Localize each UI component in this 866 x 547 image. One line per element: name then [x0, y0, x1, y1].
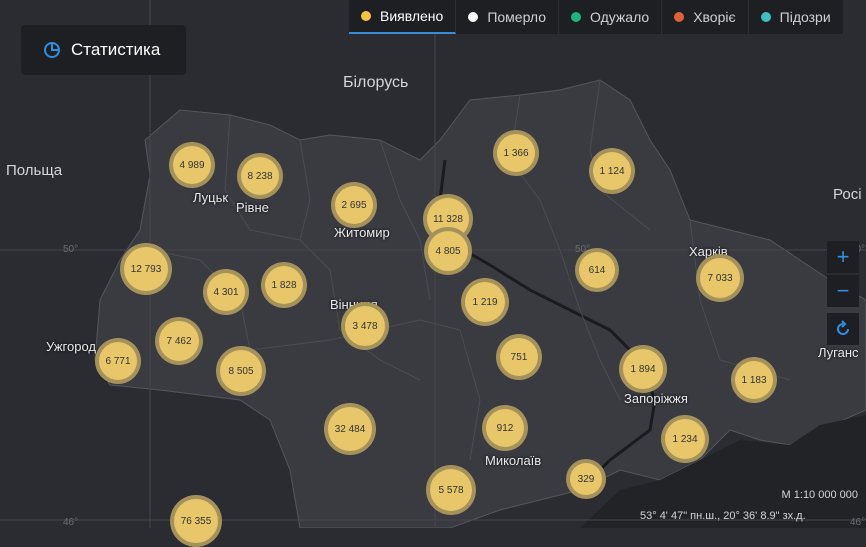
- case-cluster-marker[interactable]: 1 234: [661, 415, 709, 463]
- case-count: 1 183: [741, 374, 767, 386]
- case-cluster-marker[interactable]: 751: [496, 334, 542, 380]
- case-cluster-marker[interactable]: 329: [566, 459, 606, 499]
- legend-dot-icon: [674, 12, 685, 22]
- city-label: Рівне: [236, 200, 269, 215]
- case-count: 1 894: [630, 363, 656, 375]
- case-count: 8 505: [228, 365, 254, 377]
- case-count: 912: [496, 422, 514, 434]
- legend-dot-icon: [571, 12, 582, 22]
- case-cluster-marker[interactable]: 2 695: [331, 182, 377, 228]
- legend-bar: Виявлено Померло Одужало Хворіє Підозри: [349, 0, 843, 34]
- city-label: Житомир: [334, 225, 390, 240]
- black-sea: [580, 415, 866, 528]
- case-cluster-marker[interactable]: 6 771: [95, 338, 141, 384]
- case-count: 751: [510, 351, 528, 363]
- legend-label: Хворіє: [693, 9, 736, 25]
- cursor-coordinates: 53° 4' 47" пн.ш., 20° 36' 8.9" зх.д.: [640, 510, 806, 522]
- case-cluster-marker[interactable]: 4 805: [424, 227, 472, 275]
- case-cluster-marker[interactable]: 4 301: [203, 269, 249, 315]
- case-count: 4 805: [435, 245, 461, 257]
- legend-item-4[interactable]: Підозри: [749, 0, 843, 34]
- legend-item-2[interactable]: Одужало: [559, 0, 663, 34]
- case-count: 1 234: [672, 433, 698, 445]
- legend-dot-icon: [760, 12, 771, 22]
- city-label: Луцьк: [193, 190, 229, 205]
- case-count: 4 301: [213, 286, 239, 298]
- refresh-icon: [837, 320, 849, 335]
- city-label: Ужгород: [46, 339, 96, 354]
- statistics-button[interactable]: Статистика: [21, 25, 186, 75]
- legend-item-1[interactable]: Померло: [456, 0, 560, 34]
- graticule-label: 46°: [63, 517, 79, 528]
- case-cluster-marker[interactable]: 614: [575, 248, 619, 292]
- pie-chart-icon: [44, 42, 60, 58]
- map-scale: M 1:10 000 000: [781, 489, 858, 501]
- case-count: 3 478: [352, 320, 378, 332]
- case-count: 4 989: [179, 159, 205, 171]
- case-cluster-marker[interactable]: 12 793: [120, 243, 172, 295]
- legend-label: Померло: [487, 9, 547, 25]
- legend-label: Підозри: [779, 9, 831, 25]
- case-cluster-marker[interactable]: 8 505: [216, 346, 266, 396]
- case-cluster-marker[interactable]: 7 033: [696, 254, 744, 302]
- case-count: 329: [577, 473, 595, 485]
- case-cluster-marker[interactable]: 3 478: [341, 302, 389, 350]
- case-cluster-marker[interactable]: 1 894: [619, 345, 667, 393]
- legend-item-3[interactable]: Хворіє: [662, 0, 749, 34]
- graticule-label: 50°: [63, 244, 79, 255]
- country-label: Росі: [833, 186, 862, 203]
- case-count: 12 793: [130, 263, 162, 275]
- case-cluster-marker[interactable]: 1 183: [731, 357, 777, 403]
- graticule-label: 50°: [575, 244, 591, 255]
- city-label: Луганс: [818, 345, 859, 360]
- legend-dot-icon: [468, 12, 479, 22]
- country-label: Польща: [6, 162, 63, 179]
- case-cluster-marker[interactable]: 4 989: [169, 142, 215, 188]
- case-count: 32 484: [334, 423, 366, 435]
- graticule-label: 46°: [850, 517, 866, 528]
- case-cluster-marker[interactable]: 5 578: [426, 465, 476, 515]
- city-label: Миколаїв: [485, 453, 542, 468]
- case-count: 2 695: [341, 199, 367, 211]
- case-count: 1 124: [599, 165, 625, 177]
- case-count: 76 355: [180, 515, 212, 527]
- legend-label: Одужало: [590, 9, 650, 25]
- case-count: 614: [588, 264, 606, 276]
- legend-item-0[interactable]: Виявлено: [349, 0, 457, 34]
- case-cluster-marker[interactable]: 1 366: [493, 130, 539, 176]
- case-count: 1 219: [472, 296, 498, 308]
- case-count: 1 366: [503, 147, 529, 159]
- zoom-in-button[interactable]: +: [827, 241, 859, 273]
- case-cluster-marker[interactable]: 1 828: [261, 262, 307, 308]
- case-count: 5 578: [438, 484, 464, 496]
- statistics-label: Статистика: [71, 40, 161, 59]
- case-count: 8 238: [247, 170, 273, 182]
- case-cluster-marker[interactable]: 8 238: [237, 153, 283, 199]
- case-cluster-marker[interactable]: 912: [482, 405, 528, 451]
- case-count: 11 328: [433, 213, 463, 225]
- case-count: 6 771: [105, 355, 131, 367]
- case-count: 1 828: [271, 279, 297, 291]
- case-cluster-marker[interactable]: 76 355: [170, 495, 222, 547]
- reset-view-button[interactable]: [827, 313, 859, 345]
- legend-label: Виявлено: [380, 8, 444, 24]
- case-cluster-marker[interactable]: 7 462: [155, 317, 203, 365]
- country-label: Білорусь: [343, 74, 409, 91]
- case-count: 7 462: [166, 335, 192, 347]
- legend-dot-icon: [361, 11, 371, 21]
- case-count: 7 033: [707, 272, 733, 284]
- city-label: Запоріжжя: [624, 391, 688, 406]
- zoom-out-button[interactable]: −: [827, 275, 859, 307]
- case-cluster-marker[interactable]: 1 219: [461, 278, 509, 326]
- case-cluster-marker[interactable]: 1 124: [589, 148, 635, 194]
- case-cluster-marker[interactable]: 32 484: [324, 403, 376, 455]
